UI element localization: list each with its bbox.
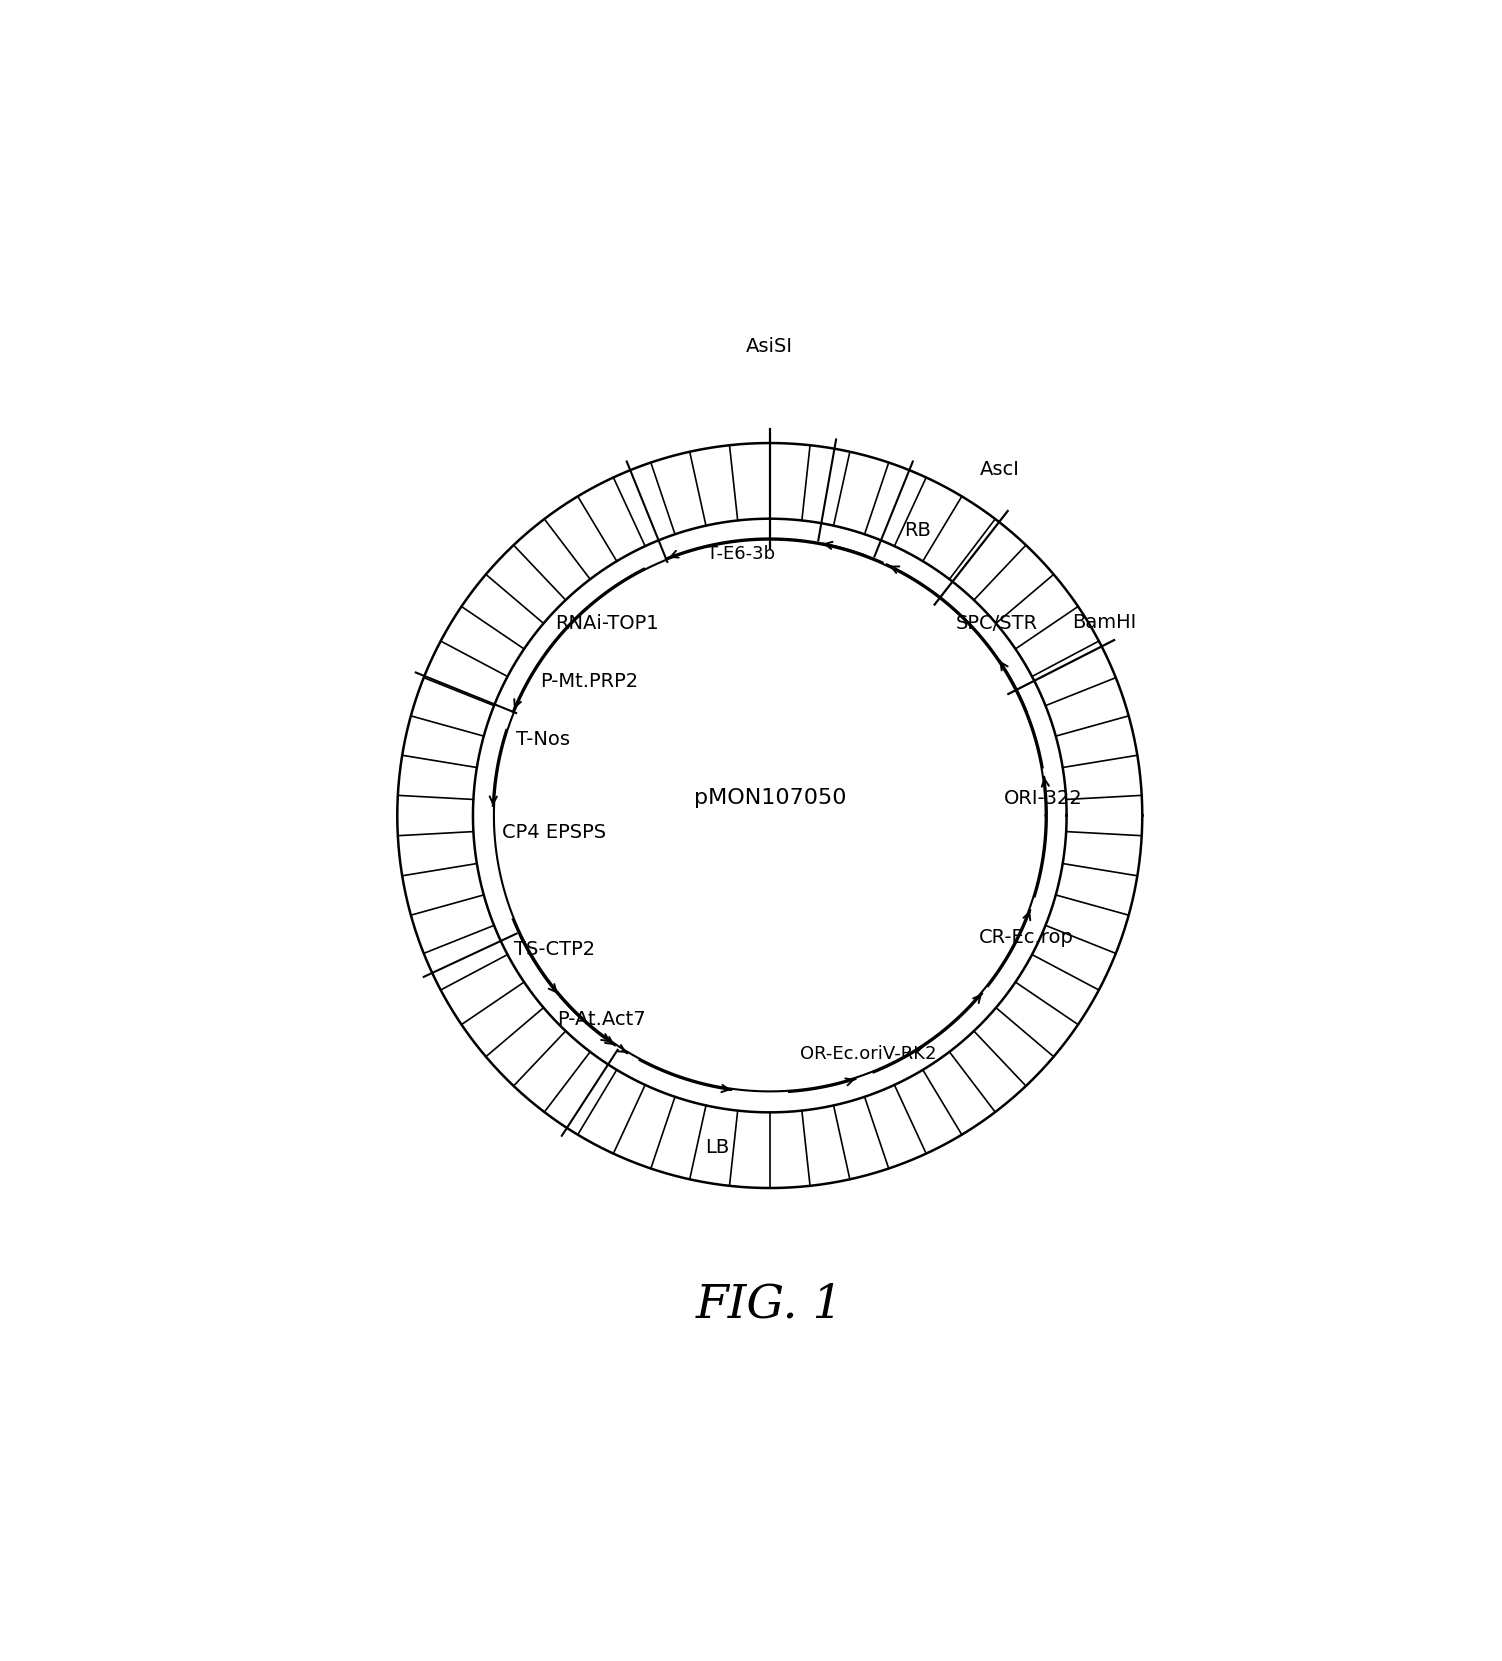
Text: BamHI: BamHI — [1072, 613, 1137, 633]
Text: AsiSI: AsiSI — [746, 337, 793, 355]
Text: P-At.Act7: P-At.Act7 — [557, 1010, 646, 1028]
Text: SPC/STR: SPC/STR — [955, 615, 1038, 633]
Text: T-Nos: T-Nos — [515, 731, 569, 749]
Text: pMON107050: pMON107050 — [694, 787, 846, 807]
Text: ORI-322: ORI-322 — [1003, 789, 1083, 807]
Text: FIG. 1: FIG. 1 — [695, 1282, 844, 1327]
Text: LB: LB — [706, 1138, 730, 1156]
Text: CP4 EPSPS: CP4 EPSPS — [502, 824, 607, 842]
Text: CR-Ec.rop: CR-Ec.rop — [978, 928, 1074, 947]
Text: RB: RB — [904, 522, 931, 540]
Text: P-Mt.PRP2: P-Mt.PRP2 — [541, 673, 638, 691]
Text: RNAi-TOP1: RNAi-TOP1 — [556, 615, 658, 633]
Text: OR-Ec.oriV-RK2: OR-Ec.oriV-RK2 — [801, 1045, 937, 1063]
Text: AscI: AscI — [979, 460, 1020, 478]
Text: TS-CTP2: TS-CTP2 — [514, 940, 595, 958]
Text: T-E6-3b: T-E6-3b — [706, 545, 775, 563]
